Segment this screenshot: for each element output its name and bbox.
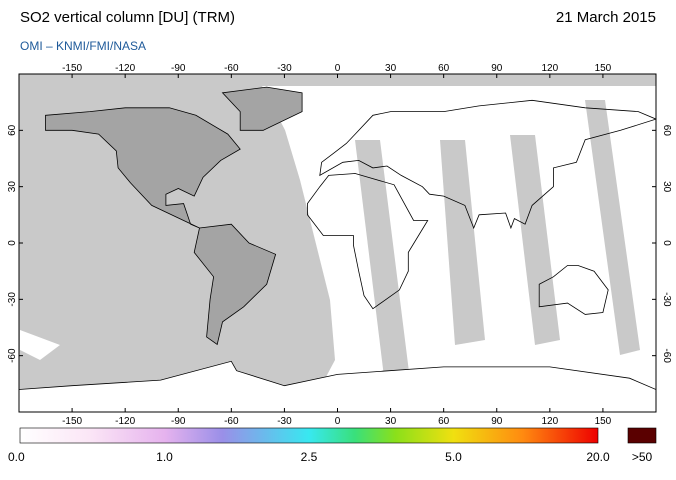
lon-label-top: 120 — [541, 63, 558, 74]
land — [221, 86, 303, 131]
land — [307, 173, 429, 310]
lat-label-left: 0 — [7, 240, 18, 246]
lon-label-bottom: 150 — [595, 416, 612, 427]
lat-label-right: -60 — [661, 348, 672, 363]
lon-label-bottom: 0 — [335, 416, 341, 427]
lon-label-top: -90 — [171, 63, 186, 74]
lon-label-top: -30 — [277, 63, 292, 74]
land — [45, 107, 241, 229]
lon-label-bottom: -150 — [62, 416, 82, 427]
lon-label-top: 150 — [595, 63, 612, 74]
gap-stripe — [440, 140, 485, 345]
credit: OMI – KNMI/FMI/NASA — [20, 39, 146, 53]
lon-label-top: 60 — [438, 63, 450, 74]
swath — [20, 330, 60, 360]
gap-stripe — [585, 100, 640, 355]
lat-label-right: 30 — [661, 181, 672, 193]
colorbar — [19, 427, 599, 444]
lat-label-right: 60 — [661, 125, 672, 137]
gap-stripe — [355, 140, 410, 385]
lat-label-left: 30 — [7, 181, 18, 193]
lon-label-top: -120 — [115, 63, 135, 74]
colorbar-overflow — [627, 427, 657, 444]
lat-label-left: -30 — [7, 292, 18, 307]
lon-label-top: 30 — [385, 63, 397, 74]
lat-label-left: -60 — [7, 348, 18, 363]
land — [319, 99, 656, 230]
colorbar-label: 5.0 — [445, 450, 462, 464]
map — [19, 74, 656, 412]
lon-label-top: -60 — [224, 63, 239, 74]
date: 21 March 2015 — [556, 9, 656, 26]
lon-label-bottom: 30 — [385, 416, 397, 427]
land — [538, 265, 609, 315]
lon-label-bottom: 120 — [541, 416, 558, 427]
lon-label-top: -150 — [62, 63, 82, 74]
lat-label-left: 60 — [7, 124, 18, 136]
lon-label-bottom: -90 — [171, 416, 186, 427]
lon-label-top: 0 — [335, 63, 341, 74]
land — [19, 360, 656, 412]
lon-label-bottom: -60 — [224, 416, 239, 427]
lon-label-bottom: -120 — [115, 416, 135, 427]
lon-label-bottom: 90 — [491, 416, 503, 427]
colorbar-label: 20.0 — [586, 450, 610, 464]
lon-label-bottom: 60 — [438, 416, 450, 427]
title: SO2 vertical column [DU] (TRM) — [20, 9, 235, 26]
lon-label-top: 90 — [491, 63, 503, 74]
lat-label-right: 0 — [661, 240, 672, 246]
lat-label-right: -30 — [661, 292, 672, 307]
colorbar-label: 2.5 — [301, 450, 318, 464]
colorbar-label: 0.0 — [8, 450, 25, 464]
land — [193, 223, 277, 346]
gap-stripe — [510, 135, 560, 345]
colorbar-overflow-label: >50 — [632, 450, 653, 464]
colorbar-label: 1.0 — [156, 450, 173, 464]
lon-label-bottom: -30 — [277, 416, 292, 427]
